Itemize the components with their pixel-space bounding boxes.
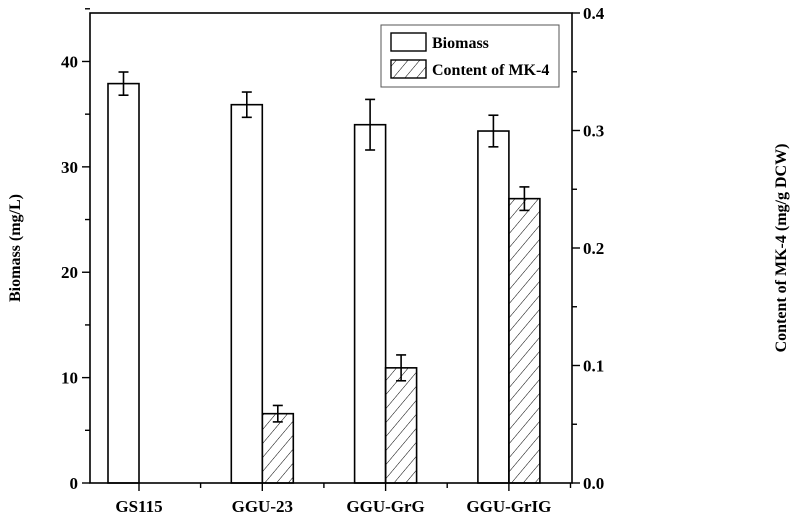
bar-mk4 [384,367,418,484]
bar-biomass [477,130,510,484]
bar-biomass [107,82,140,484]
y2-tick-label: 0.3 [583,122,604,141]
legend-label-biomass: Biomass [432,35,489,52]
y2-axis-label: Content of MK-4 (mg/g DCW) [773,144,790,353]
x-tick-label: GS115 [115,497,162,516]
x-tick-label: GGU-GrG [346,497,424,516]
y-axis-label: Biomass (mg/L) [7,194,24,302]
bar-biomass [353,123,387,484]
y-tick-label: 0 [70,474,79,493]
x-tick-label: GGU-GrIG [466,497,551,516]
y-tick-label: 30 [61,158,78,177]
bar-mk4 [508,197,541,484]
y-tick-label: 40 [61,52,78,71]
bar-mk4 [261,412,295,484]
plot-frame [89,12,573,484]
legend-swatch-mk4 [390,59,427,79]
y2-tick-label: 0.2 [583,239,604,258]
legend-swatch-biomass [390,32,427,52]
legend-label-mk4: Content of MK-4 [432,62,549,79]
y-tick-label: 20 [61,263,78,282]
y2-tick-label: 0.4 [583,4,605,23]
y2-tick-label: 0.0 [583,474,604,493]
y2-tick-label: 0.1 [583,357,604,376]
bar-biomass [230,103,264,484]
x-tick-label: GGU-23 [232,497,293,516]
legend: Biomass Content of MK-4 [380,24,560,88]
y-tick-label: 10 [61,369,78,388]
